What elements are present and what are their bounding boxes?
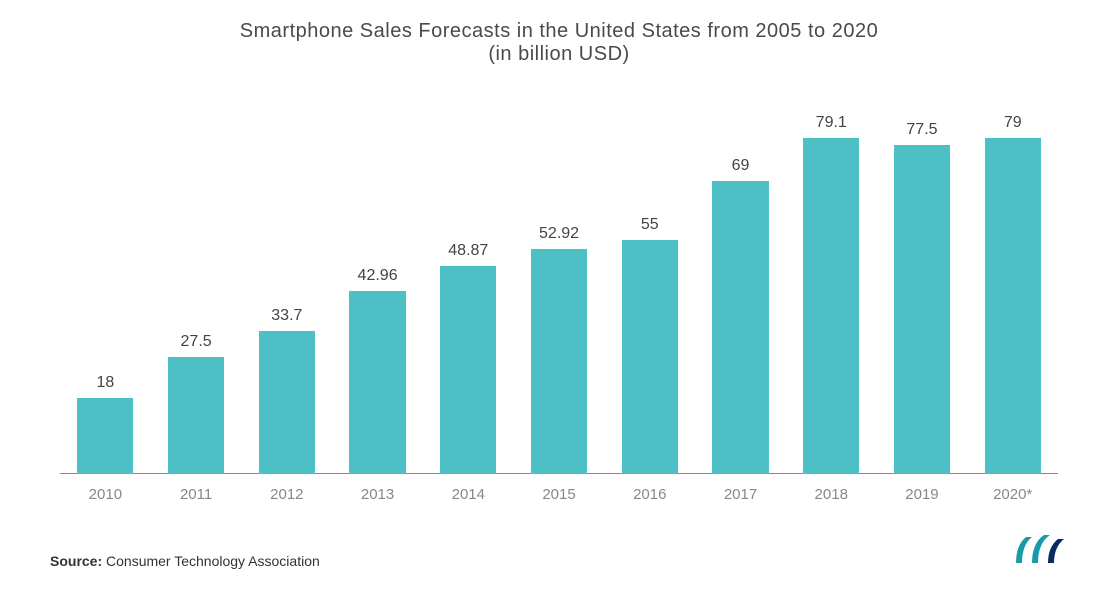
bar-value-label: 79.1: [816, 114, 847, 132]
x-axis-label: 2018: [786, 486, 877, 503]
bar-value-label: 69: [732, 157, 750, 175]
x-axis-label: 2010: [60, 486, 151, 503]
x-axis-label: 2014: [423, 486, 514, 503]
bar-value-label: 33.7: [271, 307, 302, 325]
x-axis-label: 2015: [514, 486, 605, 503]
plot-area: 18 27.5 33.7 42.96 48.87 52.92 55 69 79.1 77.5 79: [40, 91, 1078, 474]
bar-group: 48.87: [423, 91, 514, 474]
bar-group: 33.7: [241, 91, 332, 474]
bar-value-label: 48.87: [448, 242, 488, 260]
source-line: Source: Consumer Technology Association: [50, 553, 320, 569]
bar-value-label: 42.96: [358, 267, 398, 285]
chart-container: Smartphone Sales Forecasts in the United…: [0, 0, 1118, 599]
bar-group: 77.5: [877, 91, 968, 474]
bar-value-label: 77.5: [906, 121, 937, 139]
bar: [349, 291, 405, 474]
bar: [803, 138, 859, 474]
x-axis-label: 2012: [241, 486, 332, 503]
bar-value-label: 52.92: [539, 225, 579, 243]
bar-group: 69: [695, 91, 786, 474]
x-axis-label: 2013: [332, 486, 423, 503]
x-axis-label: 2011: [151, 486, 242, 503]
bar: [440, 266, 496, 474]
source-text: Consumer Technology Association: [106, 553, 320, 569]
bar: [894, 145, 950, 474]
x-axis-label: 2019: [877, 486, 968, 503]
bar-group: 42.96: [332, 91, 423, 474]
x-axis-labels: 2010201120122013201420152016201720182019…: [40, 474, 1078, 503]
bar-group: 18: [60, 91, 151, 474]
brand-logo-icon: [1012, 533, 1068, 569]
x-axis-label: 2017: [695, 486, 786, 503]
bar-group: 79.1: [786, 91, 877, 474]
bar: [985, 138, 1041, 474]
bar: [168, 357, 224, 474]
bar-group: 55: [604, 91, 695, 474]
chart-title-line1: Smartphone Sales Forecasts in the United…: [40, 20, 1078, 43]
bar: [259, 331, 315, 474]
footer: Source: Consumer Technology Association: [40, 533, 1078, 569]
bar-group: 79: [967, 91, 1058, 474]
bar-value-label: 79: [1004, 114, 1022, 132]
bar-group: 27.5: [151, 91, 242, 474]
bar-value-label: 27.5: [181, 333, 212, 351]
bar-value-label: 55: [641, 216, 659, 234]
chart-title-block: Smartphone Sales Forecasts in the United…: [40, 20, 1078, 66]
bar: [622, 240, 678, 474]
bar-group: 52.92: [514, 91, 605, 474]
bar-value-label: 18: [96, 374, 114, 392]
x-axis-label: 2016: [604, 486, 695, 503]
bar: [531, 249, 587, 474]
x-axis-label: 2020*: [967, 486, 1058, 503]
chart-title-line2: (in billion USD): [40, 43, 1078, 66]
source-prefix: Source:: [50, 553, 102, 569]
bar: [712, 181, 768, 474]
bar: [77, 398, 133, 475]
